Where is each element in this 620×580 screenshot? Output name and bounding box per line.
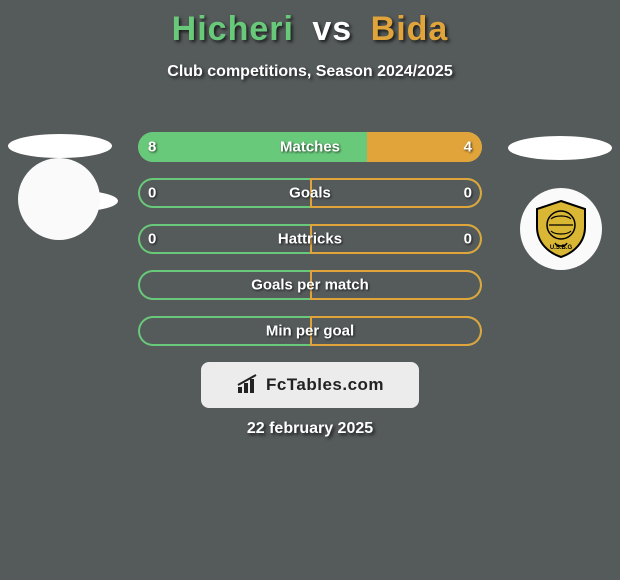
bar-value-right: 4 — [464, 139, 472, 156]
bar-label: Goals — [138, 185, 482, 202]
bar-label: Matches — [138, 139, 482, 156]
player1-name: Hicheri — [172, 10, 294, 48]
club-crest-icon: U.S.B.G — [529, 197, 593, 261]
svg-text:U.S.B.G: U.S.B.G — [550, 245, 573, 251]
bar-value-left: 8 — [148, 139, 156, 156]
decorative-ellipse — [8, 134, 112, 158]
stat-bar: Min per goal — [138, 316, 482, 346]
stat-bar: Goals0 0 — [138, 178, 482, 208]
subtitle: Club competitions, Season 2024/2025 — [0, 63, 620, 81]
decorative-ellipse — [508, 136, 612, 160]
bar-label: Min per goal — [138, 323, 482, 340]
bar-label: Goals per match — [138, 277, 482, 294]
bar-value-right: 0 — [464, 185, 472, 202]
bars-icon — [236, 373, 260, 397]
stat-bar: Matches8 4 — [138, 132, 482, 162]
comparison-bars: Matches84Goals00Hattricks00Goals per mat… — [138, 132, 482, 362]
bar-value-left: 0 — [148, 231, 156, 248]
player2-name: Bida — [371, 10, 449, 48]
attribution-badge: FcTables.com — [201, 362, 419, 408]
date-label: 22 february 2025 — [0, 420, 620, 438]
player2-avatar: U.S.B.G — [520, 188, 602, 270]
bar-value-right: 0 — [464, 231, 472, 248]
vs-label: vs — [312, 10, 352, 48]
stat-bar: Hattricks0 0 — [138, 224, 482, 254]
stat-bar: Goals per match — [138, 270, 482, 300]
bar-value-left: 0 — [148, 185, 156, 202]
page-title: Hicheri vs Bida — [0, 10, 620, 49]
attribution-text: FcTables.com — [266, 375, 384, 395]
bar-label: Hattricks — [138, 231, 482, 248]
player1-avatar — [18, 158, 100, 240]
